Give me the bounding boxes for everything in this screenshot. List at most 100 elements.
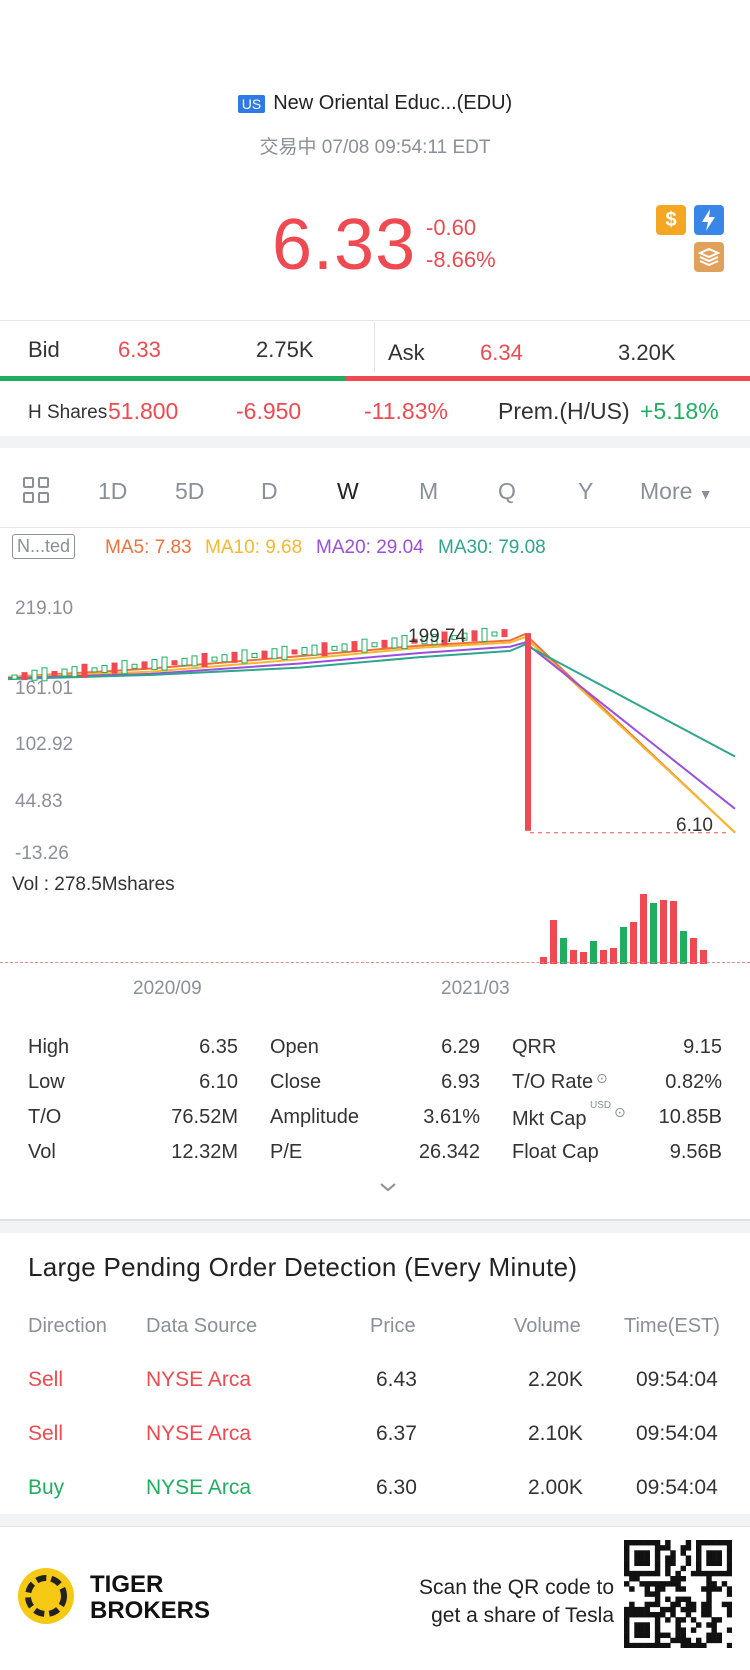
candle: [191, 655, 198, 667]
stock-name: New Oriental Educ...(EDU): [273, 92, 513, 114]
order-source: NYSE Arca: [146, 1476, 252, 1499]
caret-down-icon: ▼: [698, 486, 713, 502]
volume-label: Vol : 278.5Mshares: [12, 874, 175, 895]
order-price: 6.37: [376, 1422, 417, 1445]
price-change: -0.60: [426, 215, 477, 240]
high-marker-label: 199.74: [408, 626, 467, 647]
tab-1d[interactable]: 1D: [98, 478, 128, 504]
stat-value: 10.85B: [658, 1106, 722, 1128]
bid-size: 2.75K: [256, 337, 314, 362]
candle: [441, 631, 448, 646]
candle: [301, 647, 308, 656]
candle: [491, 631, 498, 637]
grid-layout-icon[interactable]: [22, 476, 50, 509]
candlestick-chart[interactable]: [0, 585, 750, 875]
order-time: 09:54:04: [636, 1476, 718, 1499]
info-icon[interactable]: ⊙: [596, 1070, 608, 1086]
candle: [371, 642, 378, 648]
tab-5d[interactable]: 5D: [175, 478, 205, 504]
tab-q[interactable]: Q: [498, 478, 516, 504]
ask-volume-bar: [345, 376, 750, 381]
info-icon[interactable]: ⊙: [614, 1104, 626, 1120]
order-volume: 2.00K: [528, 1476, 583, 1499]
x-tick: 2021/03: [441, 978, 510, 999]
candle: [31, 669, 38, 681]
ma20-legend: MA20: 29.04: [316, 537, 424, 558]
volume-chart[interactable]: [0, 890, 750, 964]
tab-d[interactable]: D: [261, 478, 278, 504]
candle: [171, 660, 178, 666]
stat-value: 6.10: [199, 1071, 238, 1093]
volume-baseline: [0, 962, 750, 963]
ma10-legend: MA10: 9.68: [205, 537, 303, 558]
order-direction: Sell: [28, 1368, 64, 1391]
stat-label: High: [28, 1036, 70, 1058]
volume-bar: [680, 931, 687, 964]
low-marker-label: 6.10: [676, 815, 713, 836]
tab-m[interactable]: M: [419, 478, 439, 504]
candle: [11, 674, 18, 680]
volume-bar: [600, 950, 607, 964]
candle: [525, 633, 531, 831]
order-source: NYSE Arca: [146, 1422, 252, 1445]
stack-icon[interactable]: [694, 242, 724, 272]
h-shares-price: 51.800: [108, 398, 179, 424]
promo-text: Scan the QR code to get a share of Tesla: [408, 1574, 614, 1630]
stat-value: 3.61%: [423, 1106, 480, 1128]
order-time: 09:54:04: [636, 1368, 718, 1391]
candle: [401, 635, 408, 650]
column-header: Volume: [514, 1315, 581, 1337]
volume-bar: [630, 922, 637, 964]
volume-bar: [580, 952, 587, 964]
order-source: NYSE Arca: [146, 1368, 252, 1391]
volume-bar: [670, 901, 677, 964]
y-tick: 102.92: [15, 734, 74, 755]
tab-w[interactable]: W: [337, 478, 359, 504]
tab-more[interactable]: More ▼: [640, 478, 713, 505]
expand-chevron-icon[interactable]: [378, 1180, 398, 1199]
y-tick: 161.01: [15, 678, 74, 699]
stat-value: 26.342: [418, 1141, 480, 1163]
candle: [381, 639, 388, 648]
h-shares-change-pct: -11.83%: [364, 398, 448, 424]
candle: [91, 667, 98, 673]
tab-y[interactable]: Y: [578, 478, 594, 504]
us-market-badge: US: [237, 94, 266, 113]
candle: [271, 648, 278, 660]
section-title: Large Pending Order Detection (Every Min…: [28, 1252, 578, 1282]
volume-bar: [610, 947, 617, 964]
bid-ask-divider: [374, 322, 375, 372]
qr-code-icon[interactable]: [624, 1540, 732, 1648]
brand-line-1: TIGER: [90, 1571, 164, 1598]
stat-value: 0.82%: [665, 1071, 722, 1093]
volume-bar: [570, 950, 577, 964]
candle: [181, 657, 188, 666]
order-time: 09:54:04: [636, 1422, 718, 1445]
promo-line-1: Scan the QR code to: [419, 1576, 614, 1599]
candle: [211, 656, 218, 662]
stat-value: 6.29: [441, 1036, 480, 1058]
order-volume: 2.20K: [528, 1368, 583, 1391]
candle: [471, 630, 478, 642]
candle: [231, 651, 238, 663]
candle: [261, 650, 268, 659]
candle: [251, 653, 258, 659]
lightning-icon[interactable]: [694, 205, 724, 235]
adjust-toggle[interactable]: N...ted: [12, 534, 76, 559]
x-tick: 2020/09: [133, 978, 202, 999]
h-shares-label: H Shares: [28, 402, 108, 423]
candle: [481, 627, 488, 642]
bid-price: 6.33: [118, 337, 161, 362]
h-shares-change: -6.950: [236, 398, 302, 424]
stat-value: 9.15: [683, 1036, 722, 1058]
candle: [81, 663, 88, 678]
candle: [221, 654, 228, 663]
ma30-line: [7, 643, 736, 758]
column-header: Price: [370, 1315, 416, 1337]
tiger-logo-icon: [16, 1566, 76, 1631]
dollar-icon[interactable]: $: [656, 205, 686, 235]
order-direction: Sell: [28, 1422, 64, 1445]
candle: [61, 668, 68, 677]
candle: [201, 653, 208, 668]
stat-value: 76.52M: [171, 1106, 238, 1128]
